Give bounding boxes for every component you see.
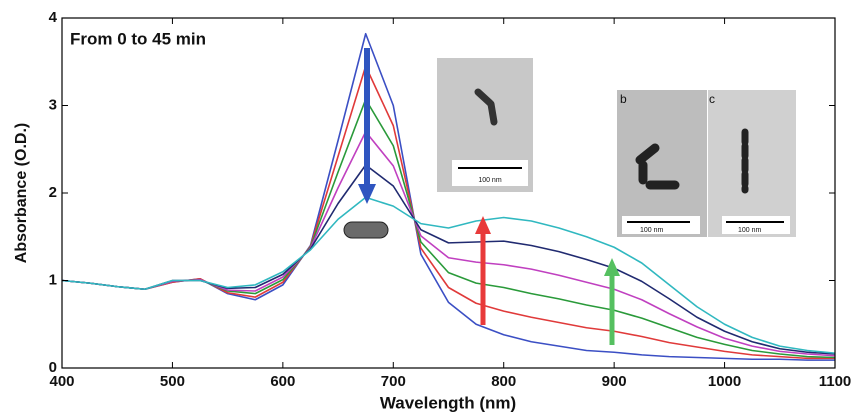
x-tick-label: 900: [602, 373, 627, 390]
x-axis-label: Wavelength (nm): [380, 393, 516, 412]
plot: [61, 32, 836, 361]
y-axis-label: Absorbance (O.D.): [13, 123, 30, 263]
y-tick-label: 1: [49, 271, 57, 288]
x-tick-label: 1000: [708, 373, 741, 390]
y-tick-label: 4: [49, 9, 58, 26]
x-tick-label: 1100: [819, 373, 852, 390]
x-tick-label: 600: [270, 373, 295, 390]
scale-label: 100 nm: [738, 227, 762, 234]
scale-label: 100 nm: [640, 227, 664, 234]
scale-label: 100 nm: [478, 177, 502, 184]
spectrum-line: [61, 196, 836, 354]
arrows: [343, 48, 620, 345]
x-tick-label: 800: [491, 373, 516, 390]
x-tick-label: 500: [160, 373, 185, 390]
x-tick-label: 400: [49, 373, 74, 390]
inset-images: 100 nm 100 nm 100 nm b c: [437, 58, 796, 237]
x-tick-label: 700: [381, 373, 406, 390]
inset-label: c: [709, 92, 715, 106]
annotation: From 0 to 45 min: [70, 29, 206, 48]
y-tick-label: 0: [49, 359, 57, 376]
inset-label: b: [620, 92, 627, 106]
y-tick-label: 3: [49, 96, 57, 113]
y-tick-label: 2: [49, 184, 57, 201]
